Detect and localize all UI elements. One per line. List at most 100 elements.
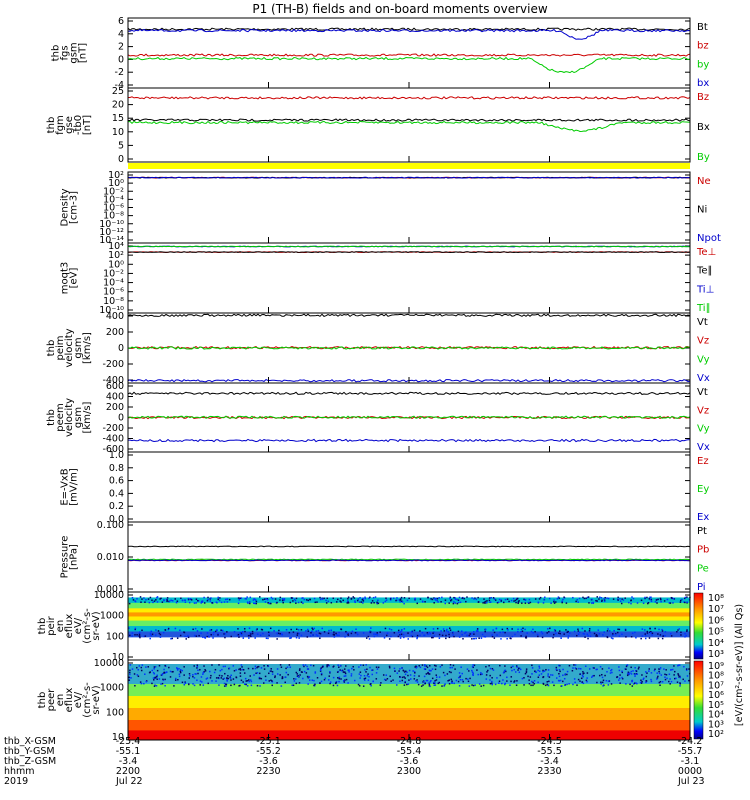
spectrogram-pixel [489,667,492,670]
spectrogram-pixel [557,679,560,682]
y-tick-label: 10⁴ [108,241,124,252]
spectrogram-pixel [649,596,651,599]
spectrogram-pixel [377,666,380,669]
spectrogram-pixel [299,674,301,676]
colorbar-tick-label: 10⁷ [708,604,724,615]
spectrogram-pixel [656,677,659,679]
spectrogram-pixel [679,675,681,678]
spectrogram-pixel [631,679,634,682]
spectrogram-pixel [313,627,315,630]
spectrogram-pixel [179,668,182,671]
spectrogram-pixel [617,599,619,601]
spectrogram-pixel [222,678,224,680]
spectrogram-pixel [555,666,558,669]
spectrogram-pixel [526,632,529,634]
spectrogram-pixel [288,664,291,666]
colorbar-tick-label: 10⁴ [708,710,724,721]
spectrogram-pixel [187,634,189,637]
spectrogram-pixel [449,597,451,600]
spectrogram-pixel [596,596,598,598]
spectrogram-pixel [669,602,672,604]
spectrogram-pixel [402,669,405,672]
spectrogram-pixel [180,597,182,599]
spectrogram-pixel [630,673,633,675]
spectrogram-pixel [593,667,595,669]
spectrogram-pixel [488,664,490,667]
spectrogram-pixel [558,597,561,599]
spectrogram-pixel [190,599,193,601]
spectrogram-pixel [626,674,629,677]
y-axis-label: eV/ [73,691,84,708]
spectrogram-pixel [244,683,246,686]
spectrogram-pixel [474,684,476,686]
colorbar-tick-label: 10⁵ [708,627,724,638]
y-tick-label: 600 [106,381,124,392]
spectrogram-pixel [385,674,388,676]
spectrogram-pixel [327,679,330,681]
spectrogram-pixel [404,673,407,676]
spectrogram-pixel [206,632,209,634]
spectrogram-pixel [493,631,496,634]
spectrogram-pixel [268,633,271,636]
spectrogram-pixel [465,677,467,680]
spectrogram-pixel [289,637,291,639]
y-axis-label: fgs [60,45,71,60]
spectrogram-pixel [603,598,605,600]
spectrogram-pixel [364,597,367,600]
spectrogram-pixel [418,665,420,667]
spectrogram-pixel [419,630,421,632]
x-row-label: 2019 [4,776,28,787]
spectrogram-pixel [444,674,446,677]
spectrogram-pixel [471,684,473,686]
spectrogram-pixel [670,668,672,671]
spectrogram-pixel [176,637,179,639]
spectrogram-pixel [537,669,539,672]
spectrogram-pixel [265,679,267,681]
spectrogram-pixel [646,630,649,633]
spectrogram-pixel [551,681,554,683]
x-date-label: Jul 23 [677,776,705,787]
spectrogram-pixel [469,635,472,638]
y-tick-label: 400 [106,311,124,322]
spectrogram-pixel [649,631,651,634]
spectrogram-pixel [655,599,658,601]
legend-entry: Vx [697,373,710,384]
spectrogram-pixel [299,668,301,670]
spectrogram-pixel [579,668,582,670]
spectrogram-pixel [473,664,476,667]
spectrogram-pixel [476,628,479,630]
spectrogram-pixel [661,637,664,640]
y-axis-label: [eV] [69,268,80,289]
spectrogram-pixel [566,683,568,686]
spectrogram-pixel [550,602,552,604]
spectrogram-pixel [542,602,545,604]
spectrogram-pixel [436,597,439,600]
spectrogram-pixel [368,597,370,600]
spectrogram-pixel [591,598,593,601]
spectrogram-pixel [195,673,197,675]
spectrogram-pixel [662,635,664,637]
spectrogram-pixel [548,597,551,600]
spectrogram-pixel [197,600,200,602]
spectrogram-pixel [649,598,652,601]
spectrogram-pixel [290,628,292,631]
spectrogram-pixel [480,637,483,639]
spectrogram-pixel [472,672,474,675]
spectrogram-pixel [265,598,267,600]
spectrogram-pixel [367,635,370,638]
spectrogram-pixel [441,596,443,599]
spectrogram-pixel [255,629,258,631]
spectrogram-pixel [240,634,243,636]
spectrogram-pixel [416,666,418,668]
spectrogram-pixel [433,635,436,637]
spectrogram-pixel [542,670,544,673]
y-axis-label: [nT] [78,43,89,63]
spectrogram-pixel [338,634,340,637]
spectrogram-pixel [197,669,199,671]
spectrogram-pixel [283,598,286,600]
spectrogram-pixel [196,679,198,681]
spectrogram-pixel [369,666,371,669]
spectrogram-pixel [311,627,313,629]
spectrogram-pixel [422,684,424,686]
spectrogram-pixel [601,599,603,602]
